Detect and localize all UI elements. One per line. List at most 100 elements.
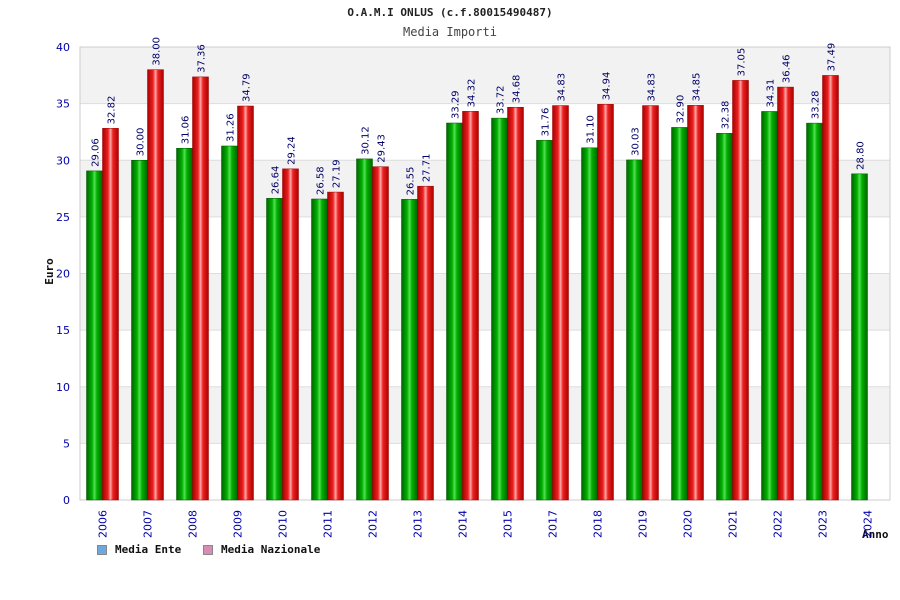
bar-media-ente: [806, 122, 823, 501]
data-label-media-ente: 32.38: [721, 101, 732, 130]
y-tick-label: 35: [56, 98, 70, 111]
grid-band: [80, 330, 890, 387]
data-label-media-ente: 33.28: [811, 90, 822, 119]
bar-media-ente: [221, 145, 238, 501]
bar-media-nazionale: [687, 105, 704, 501]
chart-title: O.A.M.I ONLUS (c.f.80015490487): [347, 6, 553, 19]
grid-band: [80, 443, 890, 500]
bar-media-nazionale: [237, 105, 254, 501]
data-label-media-nazionale: 37.49: [827, 43, 838, 72]
data-label-media-ente: 30.12: [361, 126, 372, 155]
data-label-media-nazionale: 34.68: [512, 75, 523, 104]
chart-subtitle: Media Importi: [403, 25, 497, 39]
grid-band: [80, 386, 890, 444]
bar-media-nazionale: [102, 128, 119, 501]
data-label-media-nazionale: 34.83: [557, 73, 568, 102]
bar-media-nazionale: [552, 105, 569, 501]
data-label-media-ente: 26.64: [271, 166, 282, 195]
bar-media-ente: [266, 198, 283, 501]
bar-media-ente: [131, 160, 148, 501]
data-label-media-ente: 31.10: [586, 115, 597, 144]
bar-media-nazionale: [192, 76, 209, 501]
x-tick-label: 2015: [502, 510, 515, 538]
x-tick-label: 2019: [637, 510, 650, 538]
data-label-media-nazionale: 29.24: [287, 136, 298, 165]
bar-media-nazionale: [327, 191, 344, 501]
data-label-media-nazionale: 27.19: [332, 159, 343, 188]
bar-media-nazionale: [462, 111, 479, 501]
bar-media-ente: [851, 173, 868, 501]
bar-media-ente: [446, 122, 463, 501]
data-label-media-nazionale: 34.83: [647, 73, 658, 102]
y-tick-label: 5: [63, 437, 70, 450]
data-label-media-nazionale: 38.00: [152, 37, 163, 66]
bar-media-nazionale: [822, 75, 839, 501]
bar-media-ente: [311, 198, 328, 501]
legend-swatch-media-nazionale: [203, 544, 213, 555]
bar-media-ente: [671, 127, 688, 501]
x-tick-label: 2017: [547, 510, 560, 538]
data-label-media-nazionale: 34.94: [602, 72, 613, 101]
data-label-media-nazionale: 34.85: [692, 73, 703, 102]
grid-band: [80, 47, 890, 104]
bar-media-nazionale: [597, 104, 614, 501]
data-label-media-ente: 26.55: [406, 167, 417, 196]
bar-media-ente: [356, 158, 373, 501]
x-tick-label: 2013: [412, 510, 425, 538]
x-tick-label: 2010: [277, 510, 290, 538]
y-tick-label: 10: [56, 381, 70, 394]
data-label-media-nazionale: 32.82: [107, 96, 118, 125]
bar-media-nazionale: [147, 69, 164, 501]
data-label-media-ente: 30.03: [631, 127, 642, 156]
grid-band: [80, 103, 890, 161]
x-tick-label: 2020: [682, 510, 695, 538]
bar-media-nazionale: [732, 80, 749, 501]
bar-media-nazionale: [642, 105, 659, 501]
data-label-media-nazionale: 34.79: [242, 73, 253, 102]
bar-media-nazionale: [777, 86, 794, 501]
bar-media-ente: [761, 111, 778, 501]
x-tick-label: 2021: [727, 510, 740, 538]
bar-media-ente: [536, 140, 553, 501]
data-label-media-nazionale: 37.36: [197, 44, 208, 73]
data-label-media-ente: 32.90: [676, 95, 687, 124]
bar-media-nazionale: [417, 185, 434, 501]
data-label-media-ente: 31.06: [181, 116, 192, 145]
legend-label-media-nazionale: Media Nazionale: [221, 543, 321, 556]
plot-frame: [79, 46, 891, 501]
x-tick-label: 2007: [142, 510, 155, 538]
data-label-media-ente: 33.72: [496, 85, 507, 114]
legend-label-media-ente: Media Ente: [115, 543, 182, 556]
bar-media-ente: [86, 170, 103, 501]
bar-media-ente: [716, 133, 733, 501]
y-tick-label: 30: [56, 154, 70, 167]
y-axis-label: Euro: [43, 258, 56, 285]
data-label-media-nazionale: 36.46: [782, 54, 793, 83]
legend-swatch-media-ente: [97, 544, 107, 555]
data-label-media-ente: 29.06: [91, 138, 102, 167]
bar-media-ente: [581, 147, 598, 501]
x-tick-label: 2008: [187, 510, 200, 538]
x-tick-label: 2006: [97, 510, 110, 538]
y-tick-label: 15: [56, 324, 70, 337]
legend-item-media-ente: Media Ente: [97, 543, 181, 556]
x-tick-label: 2018: [592, 510, 605, 538]
y-tick-label: 40: [56, 41, 70, 54]
bar-media-nazionale: [282, 168, 299, 501]
data-label-media-ente: 26.58: [316, 166, 327, 195]
x-tick-label: 2014: [457, 510, 470, 538]
grid-band: [80, 160, 890, 217]
grid-band: [80, 216, 890, 274]
data-label-media-nazionale: 27.71: [422, 154, 433, 183]
data-label-media-ente: 28.80: [856, 141, 867, 170]
y-tick-label: 25: [56, 211, 70, 224]
data-label-media-ente: 33.29: [451, 90, 462, 119]
data-label-media-nazionale: 29.43: [377, 134, 388, 163]
bar-media-ente: [401, 199, 418, 501]
legend-item-media-nazionale: Media Nazionale: [203, 543, 320, 556]
bar-media-ente: [176, 147, 193, 501]
y-tick-label: 0: [63, 494, 70, 507]
bar-media-nazionale: [507, 106, 524, 501]
data-label-media-ente: 31.76: [541, 108, 552, 137]
